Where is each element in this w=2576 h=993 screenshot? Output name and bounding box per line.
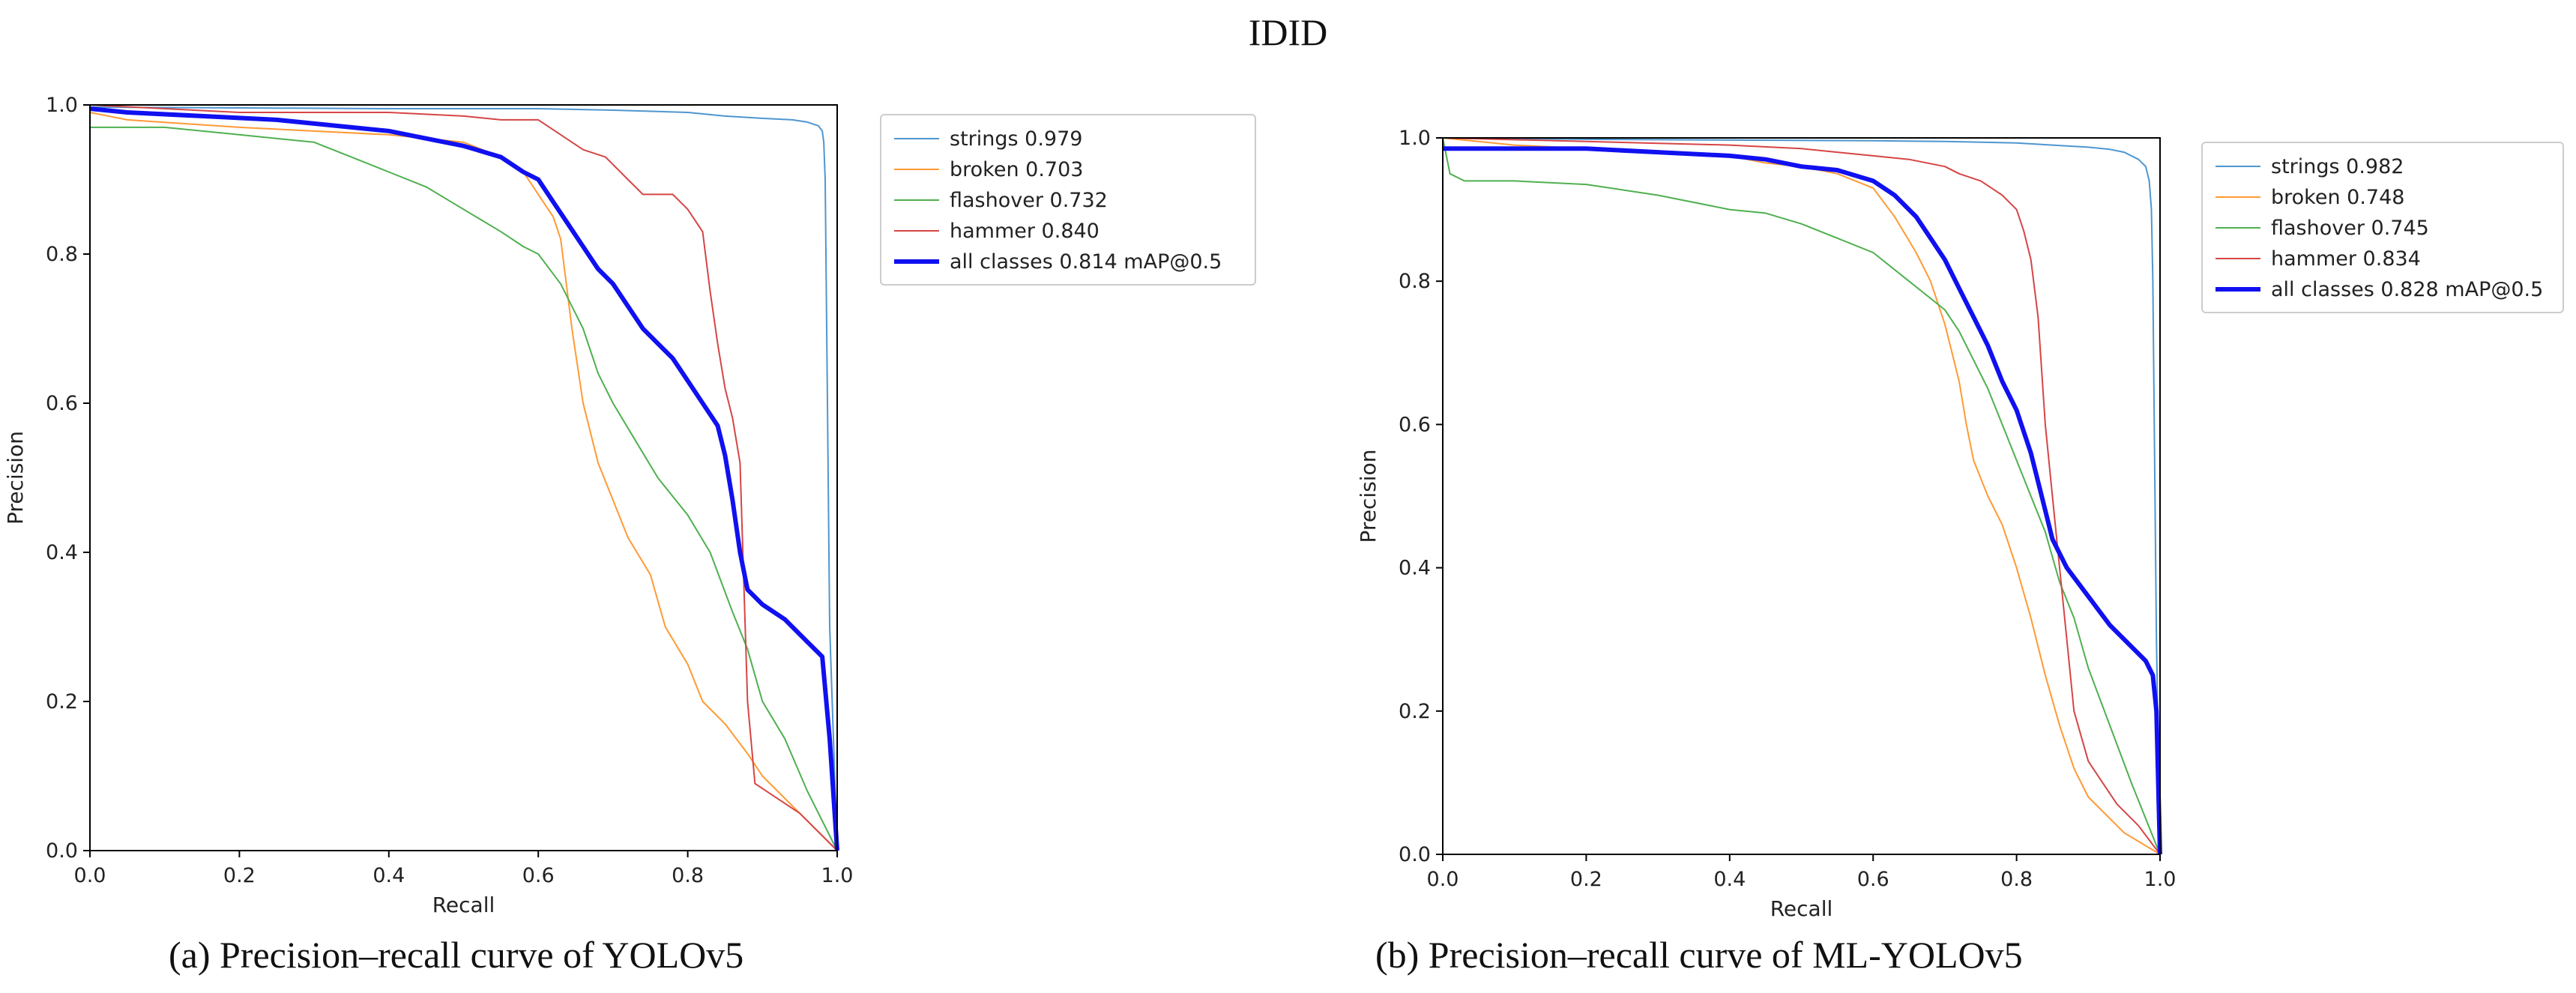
x-tick-label: 0.8 — [2000, 868, 2033, 891]
legend-entry-strings: strings 0.982 — [2271, 155, 2404, 178]
series-line-hammer — [89, 104, 838, 851]
series-line-hammer — [1442, 137, 2161, 855]
page-title: IDID — [1248, 11, 1328, 53]
legend-entry-strings: strings 0.979 — [950, 127, 1082, 151]
legend-entry-broken: broken 0.703 — [950, 158, 1083, 181]
legend: strings 0.982 broken 0.748 flashover 0.745… — [2201, 142, 2564, 313]
legend-entry-all-classes: all classes 0.814 mAP@0.5 — [950, 250, 1222, 274]
x-tick-label: 0.4 — [1713, 868, 1746, 891]
x-tick-label: 0.4 — [372, 864, 405, 887]
legend-entry-broken: broken 0.748 — [2271, 186, 2404, 209]
y-tick-label: 0.6 — [1399, 413, 1431, 436]
y-tick-label: 0.2 — [1399, 700, 1431, 723]
y-tick-label: 0.4 — [1399, 557, 1431, 580]
y-tick-label: 1.0 — [46, 94, 78, 117]
legend-entry-hammer: hammer 0.834 — [2271, 247, 2421, 271]
caption-ml-yolov5: (b) Precision–recall curve of ML-YOLOv5 — [1375, 934, 2023, 976]
y-axis-label: Precision — [1356, 450, 1381, 543]
series-line-strings — [89, 106, 838, 851]
x-axis-label: Recall — [432, 893, 495, 917]
y-tick-label: 1.0 — [1399, 127, 1431, 150]
y-tick-label: 0.0 — [46, 839, 78, 863]
series-line-broken — [89, 112, 838, 851]
x-tick-label: 0.8 — [672, 864, 704, 887]
series-line-strings — [1442, 137, 2161, 855]
legend-box — [880, 114, 1256, 286]
y-tick-label: 0.0 — [1399, 843, 1431, 866]
x-tick-label: 0.6 — [522, 864, 555, 887]
pr-chart-yolov5: 0.0 0.2 0.4 0.6 0.8 1.0 0.0 0.2 0.4 0.6 0.8 1.0 Reca… — [3, 94, 1256, 917]
x-tick-label: 0.2 — [1570, 868, 1602, 891]
legend-entry-hammer: hammer 0.840 — [950, 220, 1100, 243]
x-tick-label: 1.0 — [2144, 868, 2177, 891]
legend-box — [2201, 142, 2564, 313]
x-tick-label: 0.2 — [223, 864, 256, 887]
x-tick-label: 0.0 — [74, 864, 106, 887]
x-tick-label: 1.0 — [821, 864, 854, 887]
series-line-all-classes — [89, 106, 839, 851]
series-line-all-classes — [1443, 146, 2162, 855]
legend-entry-flashover: flashover 0.732 — [950, 189, 1108, 212]
y-axis-label: Precision — [3, 431, 28, 525]
legend-entry-flashover: flashover 0.745 — [2271, 217, 2429, 240]
y-tick-label: 0.6 — [46, 392, 78, 415]
legend-entry-all-classes: all classes 0.828 mAP@0.5 — [2271, 278, 2543, 301]
plot-frame — [89, 104, 838, 851]
pr-chart-ml-yolov5: 0.0 0.2 0.4 0.6 0.8 1.0 0.0 0.2 0.4 0.6 0.8 1.0 Reca… — [1356, 127, 2564, 921]
y-tick-label: 0.8 — [46, 243, 78, 266]
x-axis-label: Recall — [1770, 896, 1833, 921]
y-tick-label: 0.8 — [1399, 270, 1431, 293]
x-tick-label: 0.0 — [1427, 868, 1459, 891]
series-line-flashover — [1442, 137, 2161, 855]
y-tick-label: 0.4 — [46, 541, 78, 564]
caption-yolov5: (a) Precision–recall curve of YOLOv5 — [169, 934, 744, 976]
legend: strings 0.979 broken 0.703 flashover 0.732… — [880, 114, 1256, 286]
series-line-flashover — [90, 126, 838, 851]
y-tick-label: 0.2 — [46, 690, 78, 713]
x-tick-label: 0.6 — [1857, 868, 1889, 891]
plot-frame — [1442, 137, 2161, 855]
